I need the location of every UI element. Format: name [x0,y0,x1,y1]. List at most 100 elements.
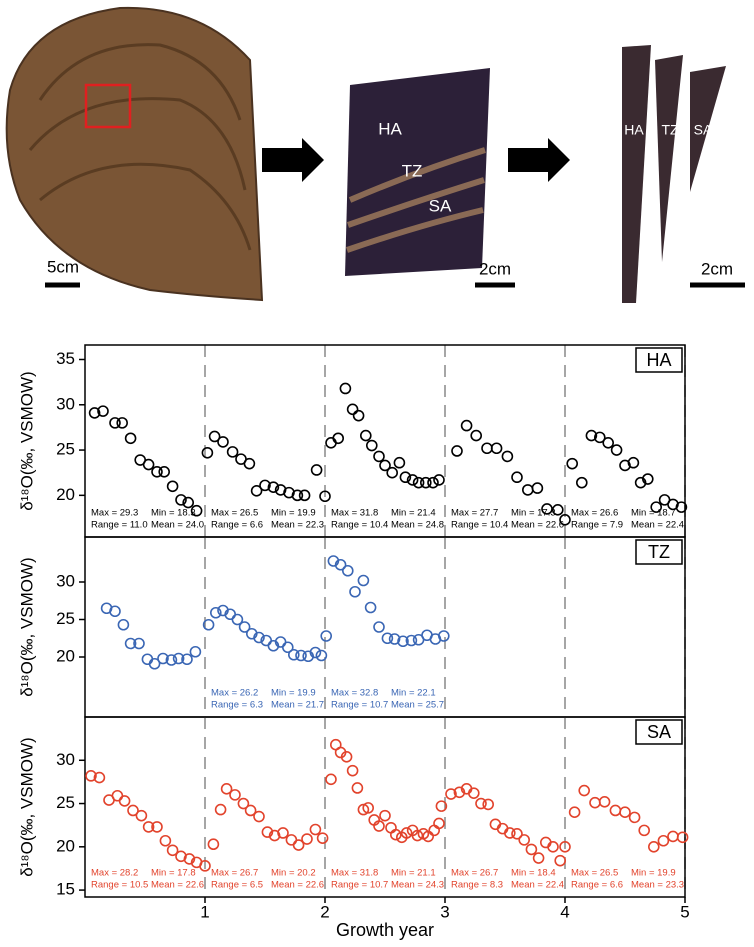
x-tick-label: 5 [680,902,689,921]
point [214,803,227,816]
y-tick-label: 25 [56,793,75,812]
stat-annotation: Range = 6.5 [211,880,263,891]
stat-annotation: Min = 21.4 [391,508,436,519]
point [511,471,523,484]
stat-annotation: Range = 10.7 [331,880,388,891]
y-tick-label: 20 [56,485,75,504]
photo-slab: HA TZ SA 2cm [345,68,515,288]
point [243,457,256,470]
stat-annotation: Max = 29.3 [91,508,138,519]
point [159,834,172,847]
point [334,558,347,571]
point [118,795,131,807]
y-tick-label: 25 [56,440,75,459]
point [315,649,328,662]
stat-annotation: Mean = 24.3 [391,880,444,891]
point [226,446,239,458]
point [364,601,377,614]
point [559,513,571,526]
stat-annotation: Min = 19.9 [271,508,316,519]
point [142,458,155,471]
point [133,637,145,650]
point [445,788,457,800]
point [357,803,370,816]
point [373,621,385,633]
zone-label: SA [429,196,452,215]
point [412,476,425,489]
point [117,618,130,631]
point [97,405,109,417]
stat-annotation: Range = 11.0 [91,520,148,531]
point [325,773,337,786]
scale-label: 2cm [479,259,511,278]
point [501,450,514,463]
point [365,439,378,452]
point [411,829,424,842]
y-tick-label: 20 [56,646,75,665]
point [151,821,163,833]
y-tick-label: 20 [56,836,75,855]
point [316,832,329,844]
point [433,817,445,830]
x-tick-label: 4 [560,902,569,921]
point [541,503,553,515]
point [116,417,128,429]
point [379,459,391,472]
stat-annotation: Max = 26.2 [211,688,258,699]
point [460,419,473,432]
y-axis-label: δ¹⁸O(‰, VSMOW) [17,371,36,510]
x-tick-label: 3 [440,902,449,921]
point [475,797,487,810]
point [199,860,211,872]
point [406,474,419,486]
point [309,646,322,659]
zone-label: HA [624,122,644,138]
point [183,853,196,865]
y-tick-label: 30 [56,750,75,769]
point [135,809,148,822]
point [598,796,611,808]
point [427,476,439,489]
y-tick-label: 30 [56,394,75,413]
zone-label: TZ [661,122,679,138]
point [165,654,178,666]
point [393,456,406,469]
x-tick-label: 2 [320,902,329,921]
stat-annotation: Mean = 22.3 [271,520,324,531]
point [237,797,250,810]
point [244,804,257,817]
point [405,634,418,647]
point [111,789,124,802]
stat-annotation: Max = 26.7 [451,868,498,879]
point [568,806,581,818]
stat-annotation: Max = 26.7 [211,868,258,879]
point [253,631,265,644]
point [250,485,263,497]
point [578,784,591,797]
point [585,429,598,442]
stat-annotation: Mean = 22.4 [631,520,684,531]
point [647,841,660,853]
panel-label: SA [647,722,671,742]
point [85,770,97,782]
point [482,798,495,811]
photo-wood: 5cm [5,6,264,302]
stat-annotation: Range = 6.6 [571,880,623,891]
stat-annotation: Max = 31.8 [331,868,378,879]
point [148,657,161,670]
point [435,800,448,812]
point [566,457,579,470]
stat-annotation: Max = 26.5 [571,868,618,879]
stat-annotation: Max = 26.5 [211,508,258,519]
point [481,442,493,455]
point [470,429,483,442]
stat-annotation: Min = 21.1 [391,868,436,879]
point [319,490,331,503]
point [142,821,155,833]
point [351,782,364,794]
stat-annotation: Min = 19.9 [631,868,676,879]
point [373,450,385,463]
stat-annotation: Min = 18.4 [511,868,556,879]
y-axis-label: δ¹⁸O(‰, VSMOW) [17,737,36,876]
